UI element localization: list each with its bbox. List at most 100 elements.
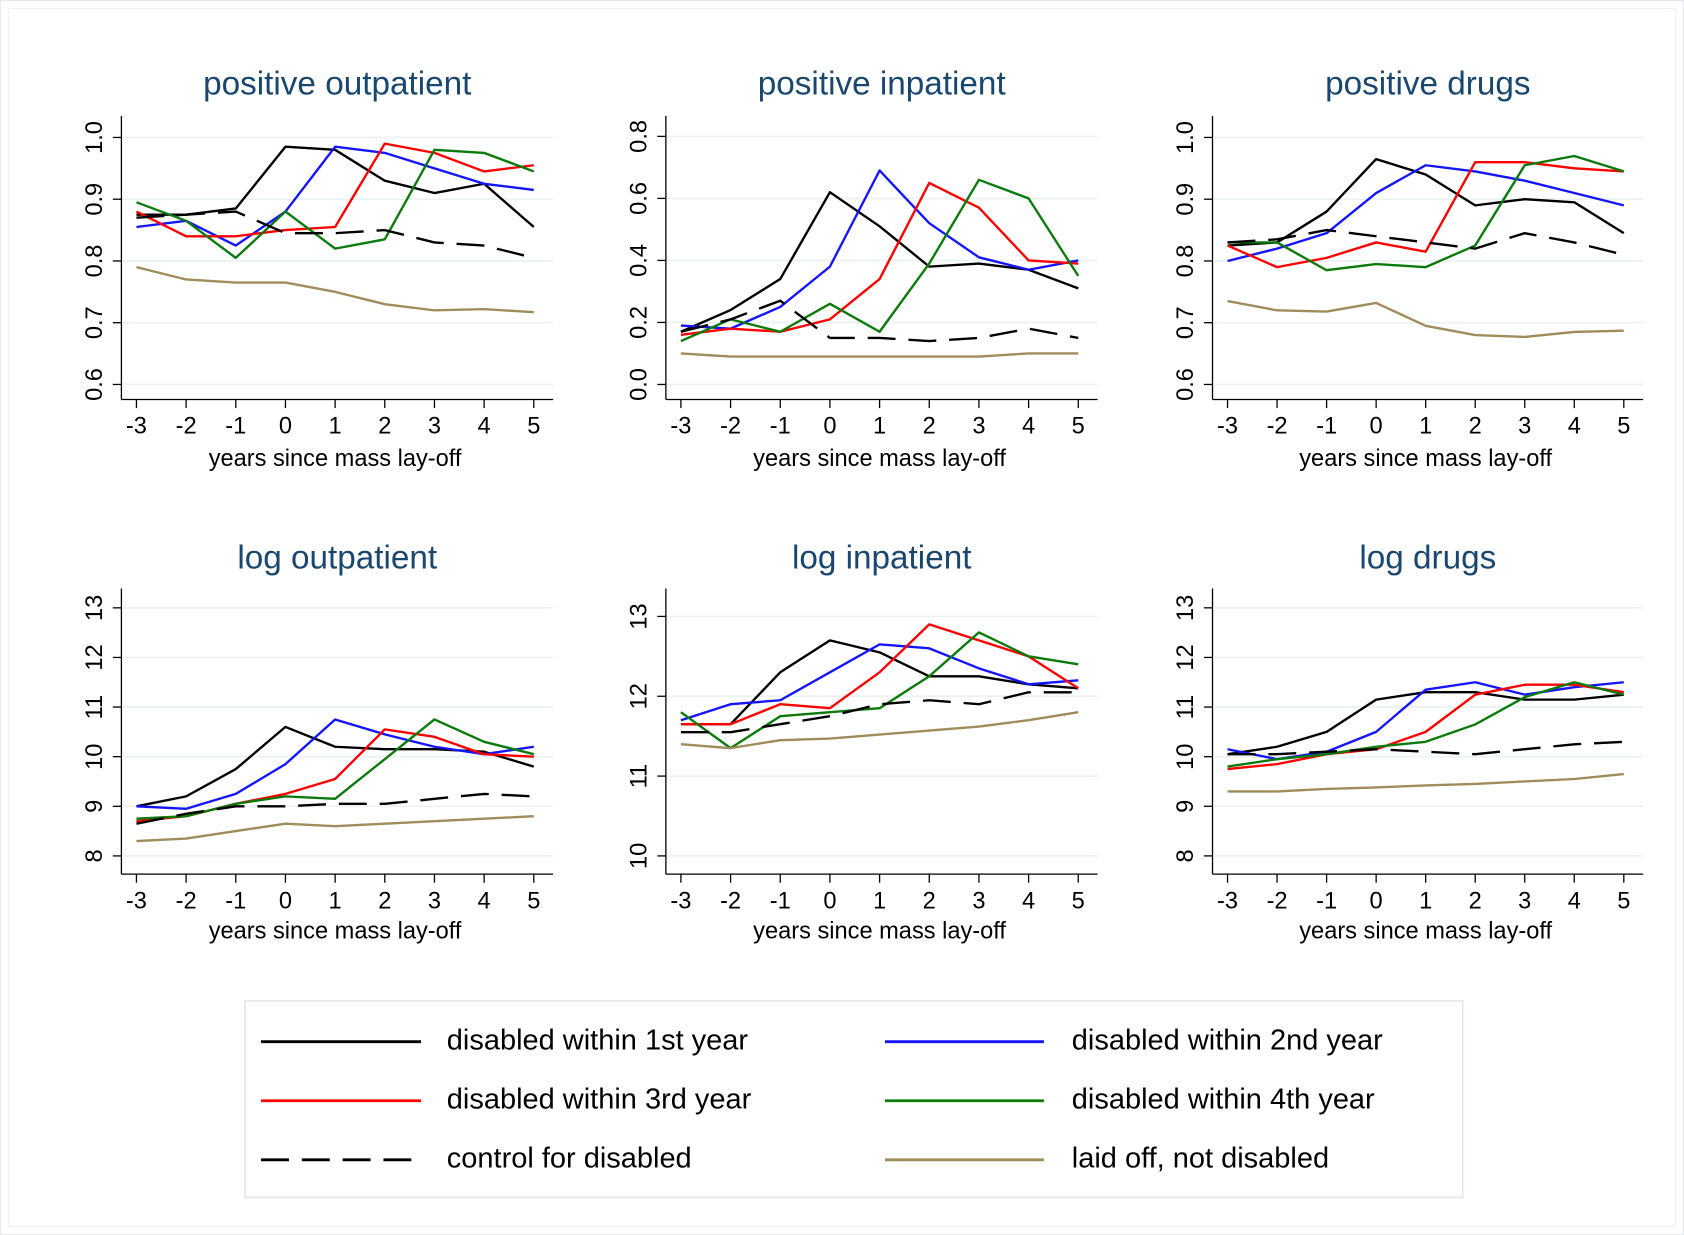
panel-title: log drugs: [1359, 539, 1496, 576]
x-tick-label: -3: [1217, 414, 1238, 440]
y-tick-label: 0.7: [1173, 306, 1199, 339]
x-tick-label: -3: [1217, 888, 1238, 914]
x-tick-label: 2: [923, 888, 936, 914]
series-line: [1227, 740, 1624, 756]
x-tick-label: -1: [1316, 888, 1337, 914]
x-tick-label: 5: [1617, 414, 1630, 440]
series-line: [680, 623, 1079, 726]
x-tick-label: 1: [1419, 414, 1432, 440]
x-tick-label: 4: [1022, 888, 1035, 914]
x-tick-label: 5: [1617, 888, 1630, 914]
y-tick-label: 11: [1173, 695, 1199, 720]
x-tick-label: 0: [1370, 888, 1383, 914]
series-line: [136, 145, 534, 247]
x-tick-label: -1: [225, 888, 246, 914]
y-tick-label: 0.6: [82, 368, 108, 401]
series-line: [136, 210, 535, 260]
x-axis-label: years since mass lay-off: [1299, 918, 1552, 944]
x-axis-label: years since mass lay-off: [1299, 446, 1552, 472]
legend-label: disabled within 3rd year: [447, 1083, 752, 1115]
series-line: [1227, 683, 1624, 771]
series-line: [1227, 157, 1625, 247]
x-tick-label: 4: [1568, 888, 1581, 914]
panel: positive inpatient 0.0 0.2 0.4 0.6 0.8 -3 -2 -1 0…: [626, 66, 1098, 472]
y-tick-label: 10: [82, 744, 108, 770]
series-line: [680, 181, 1079, 337]
y-tick-label: 0.8: [626, 120, 652, 153]
x-tick-label: -2: [1267, 414, 1288, 440]
y-tick-label: 11: [626, 764, 652, 789]
x-axis-label: years since mass lay-off: [209, 918, 462, 944]
series-line: [1227, 154, 1625, 272]
series-line: [136, 148, 535, 260]
series-line: [136, 792, 534, 825]
x-tick-label: -2: [720, 414, 741, 440]
x-tick-label: 4: [1568, 414, 1581, 440]
series-line: [680, 191, 1079, 333]
plot-area: [1212, 115, 1644, 400]
y-tick-label: 10: [626, 843, 652, 869]
y-tick-label: 9: [82, 800, 108, 813]
x-tick-label: -3: [670, 888, 691, 914]
x-tick-label: 1: [873, 414, 886, 440]
x-tick-label: 5: [1072, 888, 1085, 914]
y-tick-label: 13: [82, 595, 108, 621]
y-tick-label: 10: [1173, 744, 1199, 770]
series-line: [136, 265, 534, 314]
x-tick-label: 0: [279, 888, 292, 914]
y-tick-label: 8: [82, 849, 108, 862]
panel-title: positive drugs: [1325, 66, 1530, 103]
y-tick-label: 0.8: [82, 245, 108, 278]
x-tick-label: 4: [478, 414, 491, 440]
panel-title: log outpatient: [237, 539, 437, 576]
series-line: [1227, 690, 1624, 756]
x-tick-label: -3: [126, 414, 147, 440]
x-tick-label: -2: [720, 888, 741, 914]
y-tick-label: 0.9: [1173, 183, 1199, 216]
x-tick-label: -1: [770, 414, 791, 440]
series-line: [136, 815, 534, 843]
y-tick-label: 0.8: [1173, 245, 1199, 278]
panel: positive outpatient 0.6 0.7 0.8 0.9 1.0 -3 -2 -1…: [82, 66, 554, 472]
x-tick-label: 1: [873, 888, 886, 914]
y-tick-label: 0.7: [82, 306, 108, 339]
x-tick-label: 5: [527, 414, 540, 440]
series-line: [1227, 772, 1624, 793]
y-tick-label: 12: [1173, 644, 1199, 670]
legend-label: disabled within 1st year: [447, 1024, 749, 1056]
x-tick-label: 3: [1518, 414, 1531, 440]
series-line: [1227, 228, 1625, 256]
x-tick-label: 0: [823, 414, 836, 440]
panel: positive drugs 0.6 0.7 0.8 0.9 1.0 -3 -2 -1 0 1 2 3 4…: [1173, 66, 1644, 472]
series-line: [680, 711, 1079, 750]
legend-label: disabled within 4th year: [1072, 1083, 1375, 1115]
series-line: [680, 352, 1079, 358]
x-tick-label: -2: [176, 888, 197, 914]
x-tick-label: 2: [923, 414, 936, 440]
series-line: [135, 142, 534, 238]
series-line: [1227, 160, 1624, 269]
series-line: [1227, 164, 1625, 263]
series-line: [1227, 681, 1625, 768]
x-tick-label: 1: [329, 414, 342, 440]
y-tick-label: 0.6: [626, 182, 652, 215]
legend-label: control for disabled: [447, 1142, 692, 1174]
y-tick-label: 13: [1173, 595, 1199, 621]
y-tick-label: 0.6: [1173, 368, 1199, 401]
series-line: [1227, 299, 1624, 339]
x-tick-label: -1: [770, 888, 791, 914]
y-tick-label: 0.0: [626, 368, 652, 401]
y-tick-label: 12: [626, 683, 652, 709]
x-tick-label: 3: [1518, 888, 1531, 914]
x-tick-label: 3: [428, 414, 441, 440]
series-line: [680, 169, 1079, 330]
x-tick-label: 2: [378, 888, 391, 914]
x-tick-label: 2: [378, 414, 391, 440]
x-tick-label: 0: [823, 888, 836, 914]
x-tick-label: 2: [1469, 888, 1482, 914]
y-tick-label: 12: [82, 644, 108, 670]
